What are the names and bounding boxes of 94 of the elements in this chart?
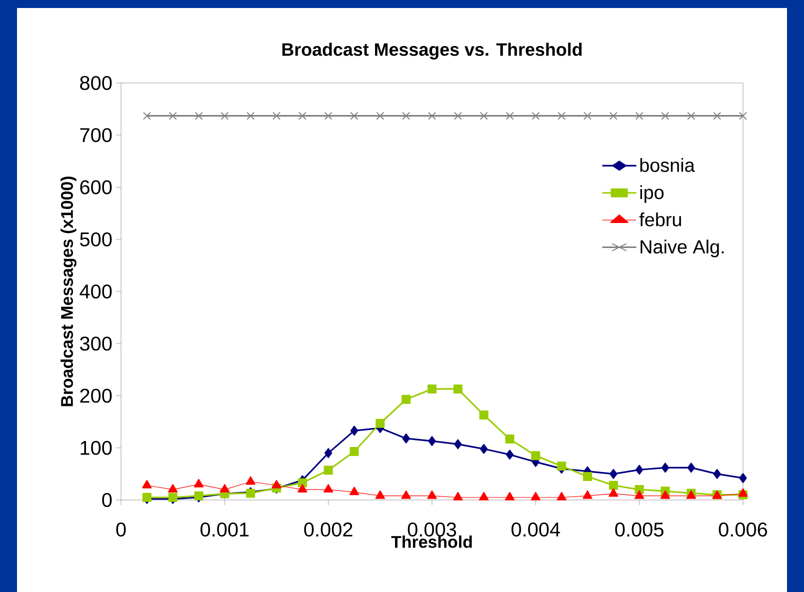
point (168, 112, 177, 120)
point (453, 492, 463, 500)
point (350, 426, 358, 436)
y-tick-label: 800 (80, 76, 112, 90)
point (220, 484, 230, 493)
point (375, 490, 385, 499)
point (298, 112, 306, 120)
y-axis-title: Broadcast Messages (x1000) (60, 176, 76, 406)
y-tick-label: 600 (80, 180, 112, 194)
point (324, 484, 334, 493)
point (661, 112, 670, 120)
chart-title: Broadcast Messages vs. Threshold (282, 42, 582, 60)
x-tick-label: 0.001 (200, 522, 249, 537)
point (739, 473, 747, 484)
point (635, 112, 644, 120)
x-tick-label: 0.006 (718, 522, 768, 537)
point (531, 451, 540, 460)
point (168, 484, 178, 493)
point (506, 112, 514, 120)
point (609, 112, 618, 120)
point (713, 112, 722, 120)
x-tick-label: 0.003 (408, 522, 456, 537)
y-tick-label: 400 (80, 284, 112, 299)
y-tick-label: 300 (80, 336, 112, 351)
point (505, 434, 514, 444)
point (530, 492, 540, 500)
point (246, 112, 255, 120)
point (272, 480, 282, 488)
y-tick-label: 100 (80, 440, 112, 455)
point (246, 476, 256, 485)
point (194, 112, 203, 120)
point (635, 464, 644, 475)
point (402, 112, 410, 120)
legend-label: Naive Alg. (640, 240, 724, 258)
point (582, 490, 592, 499)
point (350, 447, 359, 456)
point (376, 418, 385, 428)
x-tick-label: 0.002 (304, 522, 352, 537)
point (402, 394, 411, 404)
point (454, 439, 462, 450)
point (532, 112, 540, 120)
point (453, 384, 462, 394)
point (324, 466, 333, 475)
point (608, 488, 618, 497)
point (506, 450, 514, 460)
point (687, 112, 696, 120)
point (324, 112, 332, 120)
point (634, 490, 644, 499)
point (583, 112, 592, 120)
point (660, 490, 670, 499)
point (142, 480, 152, 488)
point (610, 468, 618, 479)
point (401, 490, 411, 499)
point (350, 112, 358, 120)
point (713, 468, 721, 479)
point (738, 488, 748, 497)
point (428, 436, 436, 446)
point (402, 433, 410, 444)
point (349, 486, 360, 496)
legend-label: bosnia (640, 158, 695, 172)
point (504, 492, 515, 500)
point (583, 472, 592, 482)
point (687, 462, 696, 473)
point (556, 492, 566, 500)
y-tick-label: 700 (80, 128, 112, 142)
legend-label: ipo (640, 185, 664, 203)
point (608, 480, 618, 490)
y-tick-label: 200 (80, 388, 112, 403)
point (427, 490, 437, 499)
point (480, 112, 488, 120)
point (324, 448, 332, 458)
y-tick-label: 500 (80, 232, 112, 246)
legend-label: febru (639, 212, 681, 226)
point (479, 410, 488, 420)
point (557, 462, 566, 471)
y-tick-label: 0 (102, 492, 112, 508)
point (428, 384, 437, 394)
point (558, 112, 566, 120)
point (272, 112, 281, 120)
x-tick-label: 0.005 (615, 522, 664, 537)
x-tick-label: 0.004 (512, 522, 560, 537)
point (220, 112, 229, 120)
x-tick-label: 0 (116, 522, 126, 537)
point (454, 112, 462, 120)
point (376, 112, 384, 120)
x-axis-title: Threshold (391, 535, 472, 548)
point (479, 492, 489, 500)
point (428, 112, 436, 120)
point (142, 112, 151, 120)
point (738, 112, 748, 120)
point (194, 478, 204, 488)
point (480, 444, 488, 454)
point (661, 462, 670, 473)
point (298, 484, 308, 493)
